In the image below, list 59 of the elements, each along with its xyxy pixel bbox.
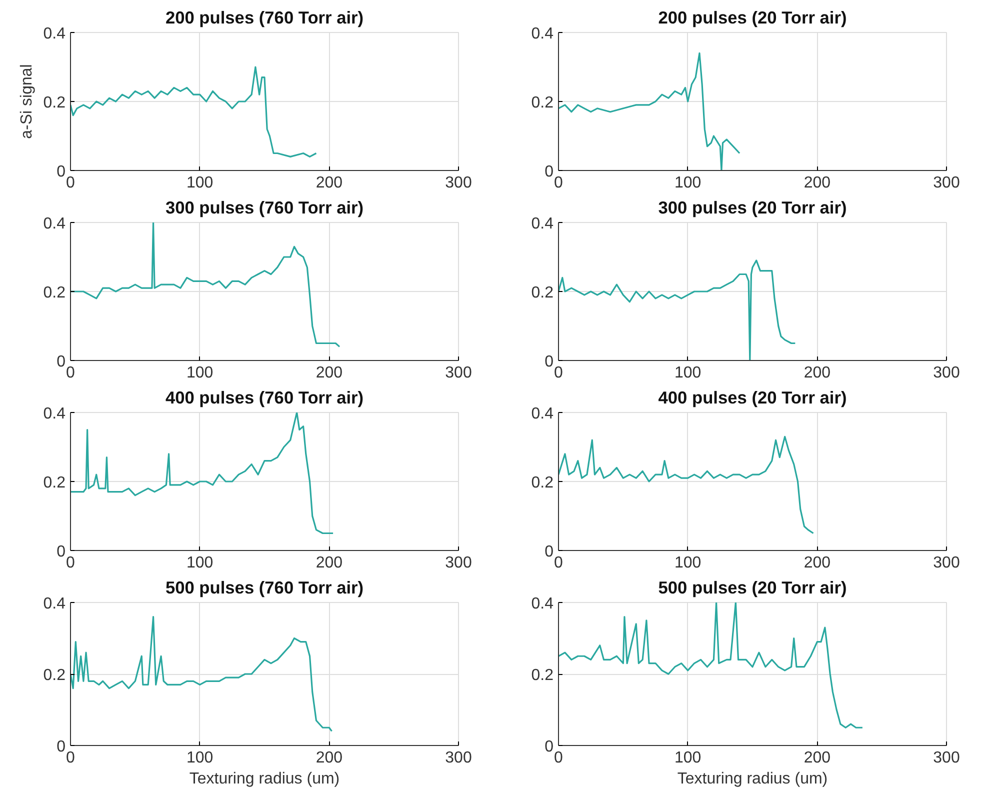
x-tick-label: 200 [316, 750, 343, 766]
y-tick-label: 0 [56, 738, 66, 756]
x-tick-label: 300 [933, 554, 960, 572]
y-tick-label: 0.4 [43, 26, 66, 42]
x-tick-label: 200 [804, 174, 831, 192]
y-tick-label: 0.2 [43, 667, 66, 684]
y-tick-label: 0.2 [43, 474, 66, 492]
chart-title: 500 pulses (760 Torr air) [165, 578, 364, 598]
y-axis-title: a-Si signal [18, 64, 36, 139]
y-tick-label: 0.4 [531, 26, 554, 42]
y-tick-label: 0.2 [43, 284, 66, 302]
y-tick-label: 0 [56, 544, 66, 560]
chart-title: 300 pulses (760 Torr air) [165, 198, 364, 218]
chart-title: 200 pulses (760 Torr air) [165, 8, 364, 28]
x-tick-label: 200 [316, 364, 343, 382]
x-tick-label: 100 [186, 364, 214, 382]
y-tick-label: 0.4 [43, 596, 66, 612]
y-tick-label: 0.4 [43, 406, 66, 422]
x-tick-label: 300 [445, 750, 472, 766]
y-tick-label: 0 [544, 544, 554, 560]
y-tick-label: 0.4 [43, 216, 66, 232]
y-tick-label: 0 [544, 738, 554, 756]
chart-title: 300 pulses (20 Torr air) [658, 198, 847, 218]
y-tick-label: 0 [56, 164, 66, 180]
x-tick-label: 300 [933, 750, 960, 766]
y-tick-label: 0.4 [531, 216, 554, 232]
x-axis-title: Texturing radius (um) [189, 770, 340, 788]
x-tick-label: 200 [804, 554, 831, 572]
x-tick-label: 300 [445, 364, 472, 382]
y-tick-label: 0.4 [531, 406, 554, 422]
x-tick-label: 300 [445, 174, 472, 192]
x-tick-label: 200 [804, 364, 831, 382]
chart-title: 200 pulses (20 Torr air) [658, 8, 847, 28]
x-tick-label: 100 [674, 554, 702, 572]
y-tick-label: 0 [544, 354, 554, 370]
chart-title: 400 pulses (760 Torr air) [165, 388, 364, 408]
x-tick-label: 200 [316, 554, 343, 572]
x-tick-label: 100 [674, 174, 702, 192]
y-tick-label: 0.2 [531, 94, 554, 112]
y-tick-label: 0 [56, 354, 66, 370]
x-tick-label: 100 [186, 750, 214, 766]
chart-title: 500 pulses (20 Torr air) [658, 578, 847, 598]
y-tick-label: 0.2 [531, 667, 554, 684]
y-tick-label: 0.2 [531, 284, 554, 302]
x-tick-label: 100 [186, 174, 214, 192]
y-tick-label: 0.2 [531, 474, 554, 492]
x-tick-label: 300 [933, 174, 960, 192]
x-axis-title: Texturing radius (um) [677, 770, 828, 788]
x-tick-label: 200 [804, 750, 831, 766]
x-tick-label: 200 [316, 174, 343, 192]
y-tick-label: 0 [544, 164, 554, 180]
x-tick-label: 100 [674, 364, 702, 382]
x-tick-label: 300 [445, 554, 472, 572]
x-tick-label: 300 [933, 364, 960, 382]
chart-title: 400 pulses (20 Torr air) [658, 388, 847, 408]
x-tick-label: 100 [674, 750, 702, 766]
y-tick-label: 0.2 [43, 94, 66, 112]
x-tick-label: 100 [186, 554, 214, 572]
y-tick-label: 0.4 [531, 596, 554, 612]
